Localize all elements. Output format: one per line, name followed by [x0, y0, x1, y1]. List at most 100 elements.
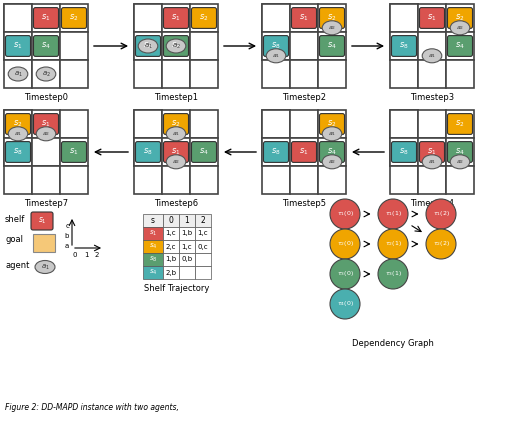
- Text: Timestep1: Timestep1: [154, 93, 198, 102]
- Bar: [60, 138, 88, 166]
- Circle shape: [378, 259, 408, 289]
- Text: $a_2$: $a_2$: [328, 24, 336, 32]
- Bar: [134, 138, 162, 166]
- Bar: [318, 166, 346, 194]
- Text: 0,b: 0,b: [181, 257, 193, 262]
- Text: 1,c: 1,c: [166, 231, 176, 237]
- Bar: [60, 110, 88, 138]
- FancyBboxPatch shape: [31, 212, 53, 230]
- Circle shape: [426, 199, 456, 229]
- Text: $a_2$: $a_2$: [456, 24, 464, 32]
- Bar: [134, 110, 162, 138]
- FancyBboxPatch shape: [163, 142, 188, 162]
- Text: $s_4$: $s_4$: [149, 268, 157, 277]
- Bar: [4, 60, 32, 88]
- Bar: [418, 60, 446, 88]
- FancyBboxPatch shape: [136, 36, 160, 56]
- Bar: [446, 166, 474, 194]
- Text: $s_2$: $s_2$: [327, 13, 337, 23]
- Bar: [190, 60, 218, 88]
- Ellipse shape: [36, 127, 56, 141]
- Bar: [418, 110, 446, 138]
- Bar: [262, 138, 290, 166]
- FancyBboxPatch shape: [61, 142, 87, 162]
- FancyBboxPatch shape: [6, 36, 31, 56]
- Text: 2,c: 2,c: [166, 243, 176, 249]
- Text: $s_4$: $s_4$: [199, 147, 209, 157]
- Text: $a_1$: $a_1$: [328, 130, 336, 138]
- Bar: [190, 166, 218, 194]
- Bar: [33, 234, 55, 252]
- Bar: [195, 240, 211, 253]
- FancyBboxPatch shape: [319, 142, 345, 162]
- Ellipse shape: [166, 155, 186, 169]
- Text: c: c: [65, 223, 69, 229]
- Bar: [390, 138, 418, 166]
- Circle shape: [426, 229, 456, 259]
- Text: $s_8$: $s_8$: [143, 147, 153, 157]
- Text: $s_2$: $s_2$: [13, 119, 23, 129]
- Ellipse shape: [36, 67, 56, 81]
- Bar: [390, 110, 418, 138]
- Bar: [134, 4, 162, 32]
- Bar: [32, 110, 60, 138]
- Text: $s_4$: $s_4$: [455, 147, 465, 157]
- Bar: [162, 110, 190, 138]
- Text: $s_2$: $s_2$: [69, 13, 79, 23]
- FancyBboxPatch shape: [447, 114, 473, 134]
- Text: 2,b: 2,b: [165, 270, 177, 276]
- FancyBboxPatch shape: [136, 142, 160, 162]
- Bar: [162, 166, 190, 194]
- Bar: [4, 4, 32, 32]
- Bar: [163, 240, 179, 253]
- Text: $s_4$: $s_4$: [149, 242, 157, 251]
- Ellipse shape: [422, 49, 442, 63]
- Bar: [262, 110, 290, 138]
- Bar: [4, 138, 32, 166]
- Text: Timestep6: Timestep6: [154, 199, 198, 208]
- Text: $s_8$: $s_8$: [271, 41, 281, 51]
- Bar: [190, 138, 218, 166]
- Text: 0,c: 0,c: [198, 243, 208, 249]
- Bar: [390, 32, 418, 60]
- Text: $a_1$: $a_1$: [143, 42, 153, 50]
- Text: $s_2$: $s_2$: [171, 119, 181, 129]
- Text: goal: goal: [5, 234, 23, 243]
- Text: $s_1$: $s_1$: [427, 13, 437, 23]
- Text: $s_8$: $s_8$: [149, 255, 157, 264]
- Bar: [32, 166, 60, 194]
- Text: $s_1$: $s_1$: [69, 147, 79, 157]
- Bar: [4, 4, 32, 32]
- Bar: [290, 4, 318, 32]
- Ellipse shape: [450, 21, 470, 35]
- Bar: [4, 110, 32, 138]
- Bar: [60, 32, 88, 60]
- Bar: [60, 4, 88, 32]
- Text: $s_1$: $s_1$: [299, 147, 309, 157]
- Bar: [262, 32, 290, 60]
- Text: $s_1$: $s_1$: [149, 229, 157, 238]
- FancyBboxPatch shape: [6, 142, 31, 162]
- Ellipse shape: [8, 67, 28, 81]
- Text: 1,b: 1,b: [165, 257, 177, 262]
- Text: 2: 2: [201, 216, 205, 225]
- Bar: [390, 32, 418, 60]
- Bar: [318, 138, 346, 166]
- FancyBboxPatch shape: [392, 142, 416, 162]
- FancyBboxPatch shape: [191, 142, 217, 162]
- Text: $s_8$: $s_8$: [399, 147, 409, 157]
- Text: $s_8$: $s_8$: [399, 41, 409, 51]
- Ellipse shape: [138, 39, 158, 53]
- Text: $a_1$: $a_1$: [272, 52, 280, 60]
- Bar: [143, 240, 163, 253]
- Bar: [60, 60, 88, 88]
- Text: $\tau_1(0)$: $\tau_1(0)$: [336, 209, 353, 218]
- Text: $a_1$: $a_1$: [13, 70, 23, 78]
- Bar: [190, 110, 218, 138]
- Bar: [446, 138, 474, 166]
- Ellipse shape: [35, 260, 55, 273]
- Text: 1: 1: [84, 252, 88, 258]
- Text: $a_1$: $a_1$: [172, 130, 180, 138]
- Text: $s_2$: $s_2$: [455, 119, 465, 129]
- Text: $\tau_1(1)$: $\tau_1(1)$: [385, 209, 401, 218]
